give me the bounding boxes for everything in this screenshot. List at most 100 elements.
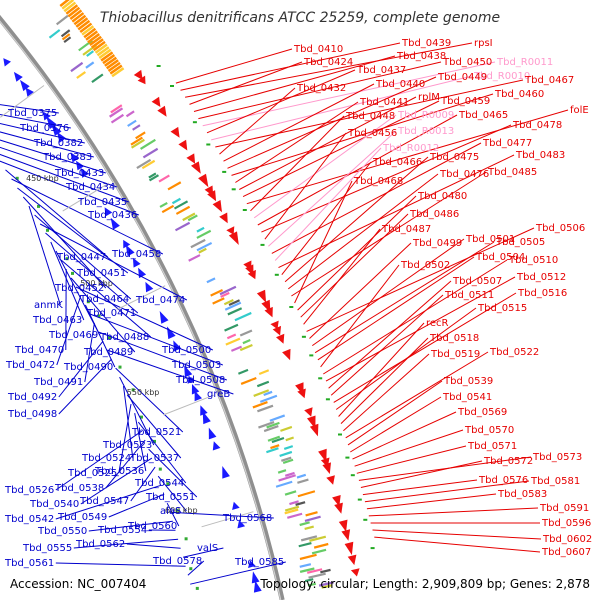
annotation-block <box>148 172 157 179</box>
leader-line <box>231 93 494 176</box>
leader-line <box>107 349 234 395</box>
annotation-block <box>304 525 314 530</box>
reverse-gene-arrow <box>194 390 202 402</box>
gene-label: Tbd_0436 <box>87 210 137 221</box>
leader-line <box>89 313 223 366</box>
forward-gene-arrow <box>276 333 285 344</box>
annotation-block <box>61 0 75 10</box>
gene-label: Tbd_0452 <box>54 283 104 294</box>
forward-gene-arrow <box>247 269 256 280</box>
annotation-block <box>283 445 294 450</box>
leader-line <box>352 411 457 460</box>
annotation-block <box>174 200 189 210</box>
annotation-block <box>320 568 331 574</box>
forward-gene-arrow <box>344 541 354 556</box>
tick-label: 550 kbp <box>127 388 160 397</box>
marker-dot <box>108 336 111 340</box>
annotation-block <box>158 174 170 183</box>
annotation-block <box>86 50 94 57</box>
gene-label: Tbd_0502 <box>400 260 450 271</box>
leader-line <box>364 480 530 503</box>
gene-label: Tbd_0382 <box>33 138 83 149</box>
gene-label: Tbd_0581 <box>530 476 580 487</box>
gene-label: Tbd_0540 <box>29 499 79 510</box>
gene-label: recR <box>426 318 449 329</box>
leader-line <box>274 147 382 261</box>
annotation-block <box>240 377 257 385</box>
gene-label: Tbd_0466 <box>372 157 422 168</box>
leader-line <box>73 538 179 549</box>
leader-line <box>360 460 483 488</box>
annotation-block <box>223 299 234 306</box>
leader-line <box>0 131 94 158</box>
forward-gene-arrow <box>212 200 222 213</box>
gene-label: Tbd_0562 <box>75 539 125 550</box>
reverse-gene-arrow <box>200 405 208 416</box>
gene-label: Tbd_0503 <box>171 360 221 371</box>
leader-line <box>84 304 116 368</box>
forward-gene-arrow <box>198 173 209 188</box>
gene-label: Tbd_0433 <box>54 168 104 179</box>
forward-gene-arrow <box>318 448 327 463</box>
leader-line <box>317 256 475 361</box>
annotation-block <box>298 542 312 548</box>
annotation-block <box>311 548 327 555</box>
annotation-block <box>307 582 317 587</box>
leader-line <box>291 171 487 297</box>
gene-label: Tbd_0463 <box>32 315 82 326</box>
annotation-block <box>284 471 295 477</box>
tick-mark <box>201 511 254 528</box>
annotation-block <box>104 56 117 67</box>
marker-dot <box>46 228 49 232</box>
annotation-block <box>141 159 156 170</box>
leader-line <box>350 396 442 453</box>
annotation-block <box>69 9 83 20</box>
marker-dot <box>37 204 40 208</box>
annotation-block <box>196 242 213 252</box>
gene-label: Tbd_0576 <box>478 475 528 486</box>
annotation-block <box>106 59 119 70</box>
leader-line <box>80 457 153 505</box>
leader-line <box>211 75 473 141</box>
leader-line <box>246 109 569 205</box>
annotation-block <box>198 247 207 254</box>
annotation-block <box>297 478 309 484</box>
leader-line <box>190 561 286 585</box>
gene-label: Tbd_0519 <box>430 349 480 360</box>
annotation-block <box>299 563 312 568</box>
annotation-block <box>304 515 321 522</box>
forward-gene-arrow <box>326 475 335 485</box>
gene-label: Tbd_0469 <box>48 330 98 341</box>
marker-dot <box>231 188 236 191</box>
gene-label: Tbd_0471 <box>86 308 136 319</box>
gene-label: Tbd_0478 <box>512 120 562 131</box>
gene-label: Tbd_0510 <box>508 255 558 266</box>
annotation-block <box>91 38 104 49</box>
annotation-block <box>175 221 191 232</box>
leader-line <box>0 113 71 129</box>
annotation-block <box>296 473 307 479</box>
gene-label: Tbd_0441 <box>359 97 409 108</box>
reverse-gene-arrow <box>251 571 260 584</box>
leader-line <box>118 404 132 474</box>
annotation-block <box>238 368 249 375</box>
marker-dot <box>192 121 197 124</box>
gene-label: Tbd_R0011 <box>496 57 553 68</box>
leader-line <box>320 264 400 368</box>
gene-label: Tbd_0499 <box>412 238 462 249</box>
annotation-block <box>299 553 317 561</box>
leader-line <box>60 259 152 338</box>
annotation-block <box>148 174 159 182</box>
reverse-gene-arrow <box>13 71 23 82</box>
annotation-block <box>182 212 196 222</box>
leader-line <box>253 114 397 219</box>
gene-label: Tbd_0498 <box>7 409 57 420</box>
gene-label: Tbd_0516 <box>517 288 567 299</box>
reverse-gene-arrow <box>208 427 217 440</box>
gene-label: anmK <box>34 300 63 311</box>
feature-tracks <box>3 0 375 593</box>
gene-label: Tbd_0526 <box>4 485 54 496</box>
annotation-block <box>89 35 102 46</box>
reverse-gene-arrow <box>191 384 200 395</box>
